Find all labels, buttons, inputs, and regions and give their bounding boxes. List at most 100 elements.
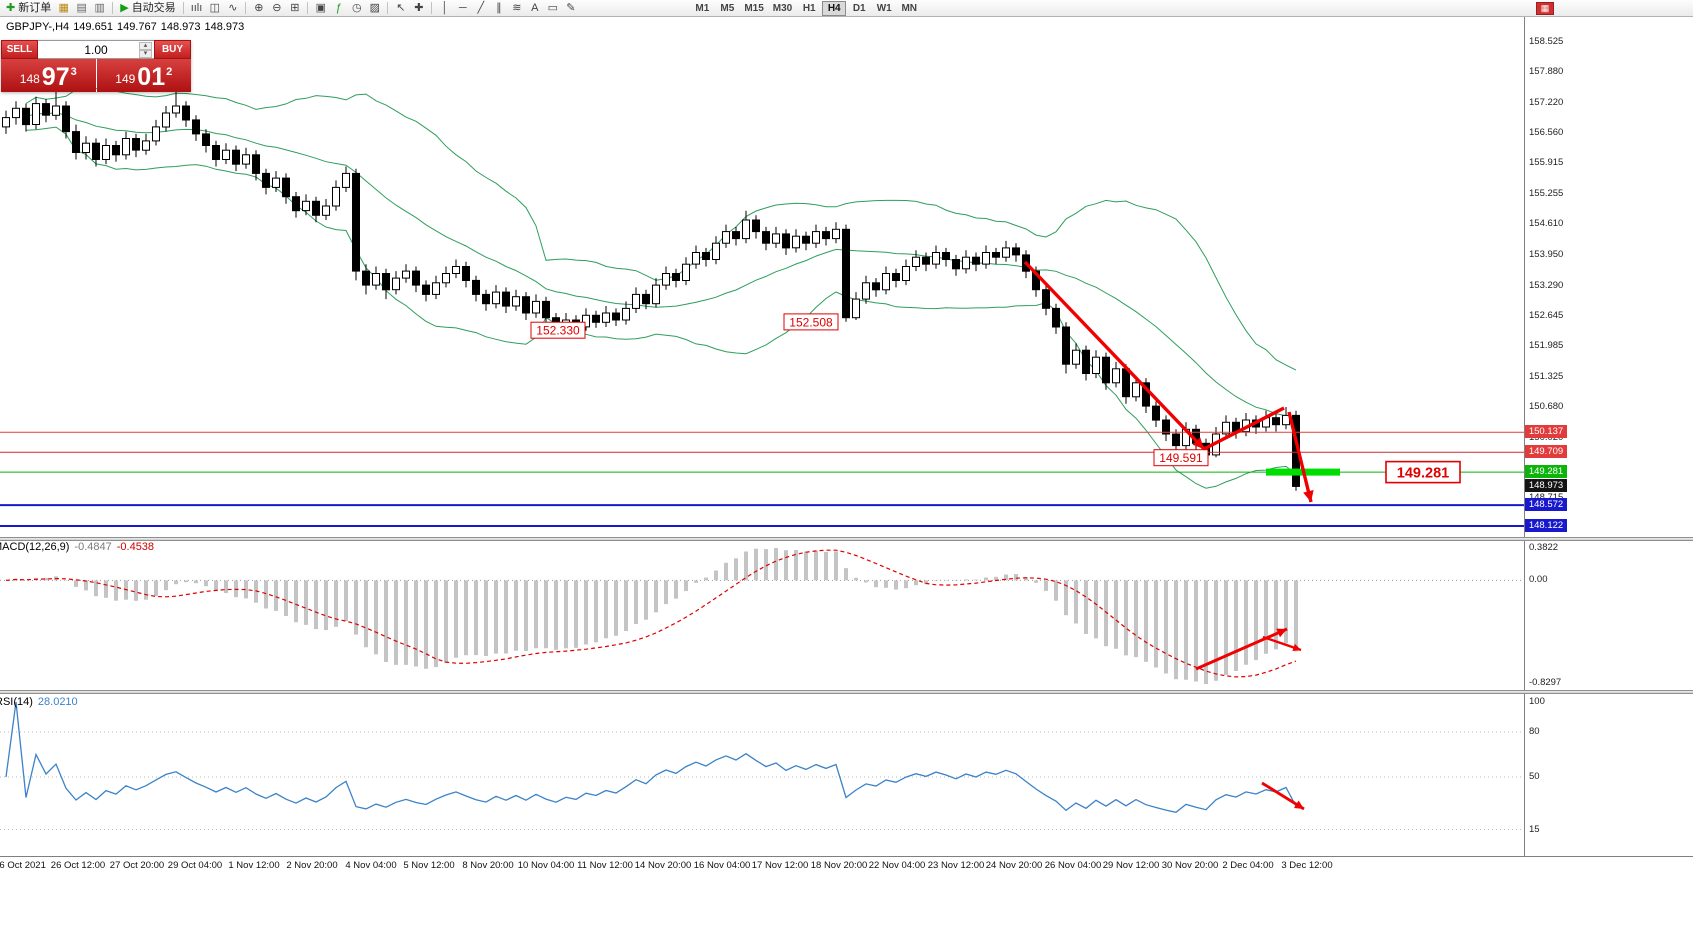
candle xyxy=(112,145,120,156)
rsi-line xyxy=(5,701,1297,814)
volume-field[interactable]: 1.00 ▴ ▾ xyxy=(38,40,154,59)
candle xyxy=(542,300,550,319)
chart-window-icon[interactable]: ▦ xyxy=(55,1,72,16)
candle xyxy=(382,273,390,291)
period-h4-button[interactable]: H4 xyxy=(822,0,847,16)
new-chart-icon[interactable]: ▣ xyxy=(312,1,329,16)
periods-icon[interactable]: ◷ xyxy=(348,1,365,16)
price-annotation-text: 152.508 xyxy=(789,315,833,329)
candle xyxy=(1042,289,1050,309)
candle xyxy=(272,177,280,188)
vertical-line-icon[interactable]: │ xyxy=(436,1,453,16)
buy-price-button[interactable]: 149 01 2 xyxy=(96,59,191,92)
buy-button[interactable]: BUY xyxy=(154,40,191,59)
price-annotation-box[interactable] xyxy=(1385,460,1461,484)
candle xyxy=(752,219,760,233)
price-annotation-box[interactable] xyxy=(1153,449,1209,467)
price-annotation-box[interactable] xyxy=(783,313,839,331)
period-mn-button[interactable]: MN xyxy=(897,1,921,16)
trendline-icon[interactable]: ╱ xyxy=(472,1,489,16)
candle xyxy=(22,107,30,126)
candle xyxy=(82,142,90,153)
time-axis-label: 26 Nov 04:00 xyxy=(1044,860,1102,871)
autotrading-icon: ▶ xyxy=(120,1,129,14)
macd-rsi-splitter[interactable] xyxy=(0,690,1693,694)
new-order-button[interactable]: ✚ 新订单 xyxy=(3,1,54,16)
crosshair-icon[interactable]: ✚ xyxy=(410,1,427,16)
time-axis-label: 8 Nov 20:00 xyxy=(462,860,514,871)
macd-label: MACD(12,26,9) -0.4847 -0.4538 xyxy=(0,541,154,553)
candle xyxy=(1062,326,1070,365)
period-m1-button[interactable]: M1 xyxy=(690,1,714,16)
red-square-icon[interactable]: ▦ xyxy=(1536,1,1554,15)
sell-price-pip: 3 xyxy=(70,66,77,78)
volume-down-button[interactable]: ▾ xyxy=(139,50,152,58)
candle xyxy=(1012,247,1020,256)
time-axis-label: 26 Oct 12:00 xyxy=(50,860,106,871)
volume-value[interactable]: 1.00 xyxy=(84,42,108,57)
time-axis-label: 4 Nov 04:00 xyxy=(345,860,397,871)
trend-arrow-head xyxy=(1292,643,1301,651)
period-w1-button[interactable]: W1 xyxy=(872,1,896,16)
channel-icon: ∥ xyxy=(496,1,502,14)
volume-up-button[interactable]: ▴ xyxy=(139,42,152,50)
tile-windows-icon[interactable]: ⊞ xyxy=(286,1,303,16)
bar-chart-icon[interactable]: ıılı xyxy=(188,1,206,16)
candle xyxy=(462,266,470,281)
sell-price-button[interactable]: 148 97 3 xyxy=(1,59,96,92)
fibonacci-icon[interactable]: ≋ xyxy=(508,1,525,16)
price-axis[interactable]: 158.525 157.880 157.220 156.560 155.915 155.2… xyxy=(1525,0,1595,938)
trend-arrow-head xyxy=(1276,628,1287,638)
candle xyxy=(972,256,980,265)
candlestick-icon[interactable]: ◫ xyxy=(206,1,223,16)
period-h1-button[interactable]: H1 xyxy=(797,1,821,16)
market-watch-icon[interactable]: ▥ xyxy=(91,1,108,16)
price-level-badge: 148.572 xyxy=(1525,498,1567,511)
bar-chart-icon: ıılı xyxy=(190,1,203,14)
sell-button[interactable]: SELL xyxy=(1,40,38,59)
zoom-out-icon[interactable]: ⊖ xyxy=(268,1,285,16)
trend-arrow-line[interactable] xyxy=(1023,260,1206,451)
time-axis-label: 23 Nov 12:00 xyxy=(927,860,985,871)
horizontal-line-icon[interactable]: ─ xyxy=(454,1,471,16)
time-axis-label: 10 Nov 04:00 xyxy=(517,860,575,871)
candle xyxy=(702,252,710,260)
chart-macd-splitter[interactable] xyxy=(0,537,1693,541)
period-m5-button[interactable]: M5 xyxy=(715,1,739,16)
label-icon[interactable]: ▭ xyxy=(544,1,561,16)
candlestick-icon: ◫ xyxy=(209,1,221,14)
candle xyxy=(772,233,780,244)
text-icon[interactable]: A xyxy=(526,1,543,16)
profiles-icon[interactable]: ▤ xyxy=(73,1,90,16)
crosshair-icon: ✚ xyxy=(414,1,424,14)
time-axis-label: 18 Nov 20:00 xyxy=(810,860,868,871)
price-axis-label: 157.880 xyxy=(1529,66,1564,77)
indicators-icon[interactable]: ƒ xyxy=(330,1,347,16)
cursor-icon: ↖ xyxy=(396,1,406,14)
trend-arrow-line[interactable] xyxy=(1203,406,1285,451)
candle xyxy=(1112,368,1120,384)
candle xyxy=(782,233,790,249)
price-axis-label: 152.645 xyxy=(1529,310,1564,321)
trend-arrow-line[interactable] xyxy=(1195,627,1288,671)
period-d1-button[interactable]: D1 xyxy=(847,1,871,16)
candle xyxy=(172,105,180,114)
shapes-icon[interactable]: ✎ xyxy=(562,1,579,16)
autotrading-button[interactable]: ▶ 自动交易 xyxy=(117,1,178,16)
candle xyxy=(812,231,820,244)
channel-icon[interactable]: ∥ xyxy=(490,1,507,16)
candle xyxy=(852,298,860,319)
line-chart-icon[interactable]: ∿ xyxy=(224,1,241,16)
period-m30-button[interactable]: M30 xyxy=(769,1,796,16)
zoom-in-icon[interactable]: ⊕ xyxy=(250,1,267,16)
candle xyxy=(32,103,40,125)
period-m15-button[interactable]: M15 xyxy=(740,1,767,16)
time-axis-label: 5 Nov 12:00 xyxy=(403,860,455,871)
trend-arrow-line[interactable] xyxy=(1287,411,1313,503)
price-annotation-box[interactable] xyxy=(530,321,586,339)
templates-icon[interactable]: ▨ xyxy=(366,1,383,16)
candle xyxy=(862,282,870,300)
cursor-icon[interactable]: ↖ xyxy=(392,1,409,16)
